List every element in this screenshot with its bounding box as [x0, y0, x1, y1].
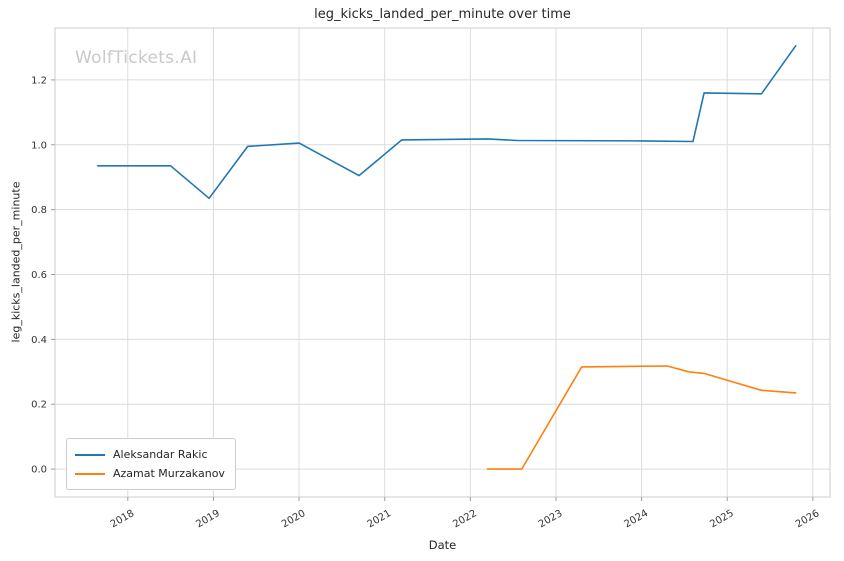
watermark-text: WolfTickets.AI — [75, 48, 198, 68]
svg-text:0.0: 0.0 — [31, 465, 47, 476]
svg-text:0.2: 0.2 — [31, 400, 47, 411]
svg-text:0.4: 0.4 — [31, 335, 47, 346]
y-axis-label: leg_kicks_landed_per_minute — [9, 181, 23, 343]
svg-text:2021: 2021 — [366, 508, 394, 530]
svg-text:2024: 2024 — [623, 508, 651, 530]
rakic-line-swatch — [75, 453, 105, 456]
legend-item-rakic: Aleksandar Rakic — [75, 445, 225, 464]
legend: Aleksandar Rakic Azamat Murzakanov — [66, 438, 236, 490]
svg-text:2025: 2025 — [708, 508, 736, 530]
svg-text:2026: 2026 — [794, 508, 822, 530]
svg-text:2023: 2023 — [537, 508, 565, 530]
x-axis-label: Date — [428, 538, 457, 552]
legend-item-murzakanov: Azamat Murzakanov — [75, 464, 225, 483]
legend-label-murzakanov: Azamat Murzakanov — [113, 467, 225, 480]
svg-text:0.8: 0.8 — [31, 205, 47, 216]
svg-text:1.0: 1.0 — [31, 140, 47, 151]
murzakanov-line-swatch — [75, 472, 105, 475]
svg-text:2022: 2022 — [451, 508, 479, 530]
svg-text:1.2: 1.2 — [31, 75, 47, 86]
svg-text:2020: 2020 — [280, 508, 308, 530]
svg-text:2019: 2019 — [194, 508, 222, 530]
svg-text:0.6: 0.6 — [31, 270, 47, 281]
chart-title: leg_kicks_landed_per_minute over time — [314, 7, 571, 22]
svg-text:2018: 2018 — [109, 508, 137, 530]
legend-label-rakic: Aleksandar Rakic — [113, 448, 208, 461]
